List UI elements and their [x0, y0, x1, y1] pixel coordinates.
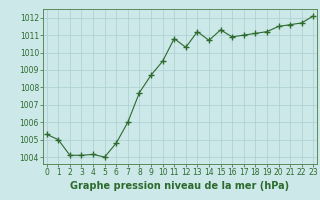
X-axis label: Graphe pression niveau de la mer (hPa): Graphe pression niveau de la mer (hPa)	[70, 181, 290, 191]
